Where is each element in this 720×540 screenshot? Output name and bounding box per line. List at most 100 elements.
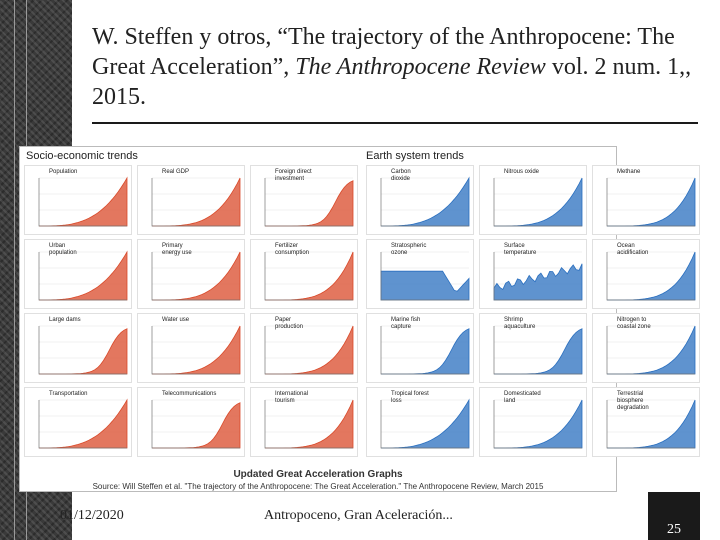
earth-trend-area <box>607 325 696 375</box>
socio-chart-plot <box>38 250 128 301</box>
socio-chart-label: Water use <box>162 317 190 323</box>
socio-chart-plot <box>264 399 354 449</box>
chart-axes <box>606 178 695 227</box>
socio-chart: Fertilizer consumption <box>250 239 358 309</box>
earth-chart-label: Tropical forest loss <box>391 391 429 404</box>
earth-chart: Methane <box>592 165 700 235</box>
chart-axes <box>264 252 353 301</box>
chart-axes <box>493 178 582 227</box>
chart-axes <box>38 252 127 301</box>
socio-chart: Primary energy use <box>137 239 245 309</box>
earth-chart: Nitrogen to coastal zone <box>592 313 700 383</box>
socio-chart: Foreign direct investment <box>250 165 358 235</box>
socio-chart: Population <box>24 165 132 235</box>
earth-chart: Domesticated land <box>479 387 587 457</box>
earth-trend-area <box>494 177 583 227</box>
socio-chart-plot <box>151 177 241 227</box>
socio-trend-area <box>152 177 241 227</box>
chart-axes <box>38 178 127 227</box>
earth-trend-area <box>381 328 470 375</box>
socio-trend-area <box>39 328 128 375</box>
chart-axes <box>151 326 240 375</box>
chart-axes <box>380 178 469 227</box>
socio-chart-label: Urban population <box>49 243 77 256</box>
earth-chart: Stratospheric ozone <box>366 239 474 309</box>
socio-chart-label: Real GDP <box>162 169 190 175</box>
chart-axes <box>493 400 582 449</box>
chart-axes <box>38 326 127 375</box>
chart-axes <box>380 400 469 449</box>
socio-trend-area <box>265 180 354 227</box>
chart-axes <box>380 326 469 375</box>
earth-trend-area <box>493 263 583 301</box>
socio-trend-area <box>265 251 354 301</box>
socio-trend-area <box>152 251 241 301</box>
figure-caption: Updated Great Acceleration Graphs Source… <box>20 469 616 491</box>
chart-axes <box>380 252 469 301</box>
earth-chart: Nitrous oxide <box>479 165 587 235</box>
socio-trend-area <box>265 399 354 449</box>
earth-chart-plot <box>493 251 583 301</box>
earth-chart-label: Terrestrial biosphere degradation <box>617 391 649 411</box>
socio-chart-label: International tourism <box>275 391 309 404</box>
earth-chart: Tropical forest loss <box>366 387 474 457</box>
earth-chart-plot <box>606 177 696 227</box>
earth-chart-label: Nitrous oxide <box>504 169 540 175</box>
title-text-start: W. Steffen y otros, “The trajectory of t… <box>92 24 675 80</box>
earth-trend-area <box>380 270 470 301</box>
earth-chart-plot <box>380 398 470 449</box>
socio-chart-plot <box>264 251 354 301</box>
socio-trend-area <box>39 398 128 449</box>
socio-chart-plot <box>38 176 128 227</box>
earth-chart: Surface temperature <box>479 239 587 309</box>
title-journal-name: The Anthropocene Review <box>295 54 546 80</box>
earth-chart: Marine fish capture <box>366 313 474 383</box>
socio-chart: Urban population <box>24 239 132 309</box>
socio-trend-area <box>265 325 354 375</box>
socio-economic-panel-title: Socio-economic trends <box>26 150 138 162</box>
earth-chart-plot <box>380 251 470 301</box>
great-acceleration-figure: Socio-economic trends Earth system trend… <box>19 146 700 492</box>
chart-axes <box>493 326 582 375</box>
earth-chart-label: Marine fish capture <box>391 317 421 330</box>
socio-trend-area <box>152 402 241 449</box>
chart-axes <box>606 252 695 301</box>
sidebar-stripe <box>14 0 15 540</box>
page-number-box: 25 <box>648 492 700 540</box>
earth-chart-plot <box>606 399 696 449</box>
earth-chart-plot <box>606 325 696 375</box>
earth-trend-area <box>494 328 583 375</box>
chart-axes <box>493 252 582 301</box>
earth-trend-area <box>494 399 583 449</box>
earth-trend-area <box>381 176 470 227</box>
title-divider <box>92 122 698 124</box>
footer-date: 01/12/2020 <box>60 508 124 523</box>
earth-chart-plot <box>493 325 583 375</box>
chart-axes <box>151 178 240 227</box>
socio-chart-plot <box>264 177 354 227</box>
chart-axes <box>606 400 695 449</box>
socio-chart: Telecommunications <box>137 387 245 457</box>
earth-chart: Ocean acidification <box>592 239 700 309</box>
socio-chart: Real GDP <box>137 165 245 235</box>
socio-chart: Water use <box>137 313 245 383</box>
socio-trend-area <box>39 250 128 301</box>
earth-chart-plot <box>493 399 583 449</box>
earth-chart-label: Shrimp aquaculture <box>504 317 536 330</box>
socio-chart-plot <box>38 398 128 449</box>
socio-chart-label: Large dams <box>49 317 81 323</box>
chart-axes <box>38 400 127 449</box>
socio-chart-label: Primary energy use <box>162 243 192 256</box>
page-number: 25 <box>667 522 681 537</box>
socio-chart-plot <box>38 325 128 375</box>
earth-chart: Terrestrial biosphere degradation <box>592 387 700 457</box>
slide-title: W. Steffen y otros, “The trajectory of t… <box>92 22 702 112</box>
socio-chart-label: Foreign direct investment <box>275 169 312 182</box>
earth-chart-plot <box>606 251 696 301</box>
earth-chart-label: Ocean acidification <box>617 243 649 256</box>
earth-chart-label: Nitrogen to coastal zone <box>617 317 651 330</box>
chart-axes <box>606 326 695 375</box>
socio-chart-label: Population <box>49 169 78 175</box>
socio-chart: International tourism <box>250 387 358 457</box>
socio-chart-plot <box>151 251 241 301</box>
